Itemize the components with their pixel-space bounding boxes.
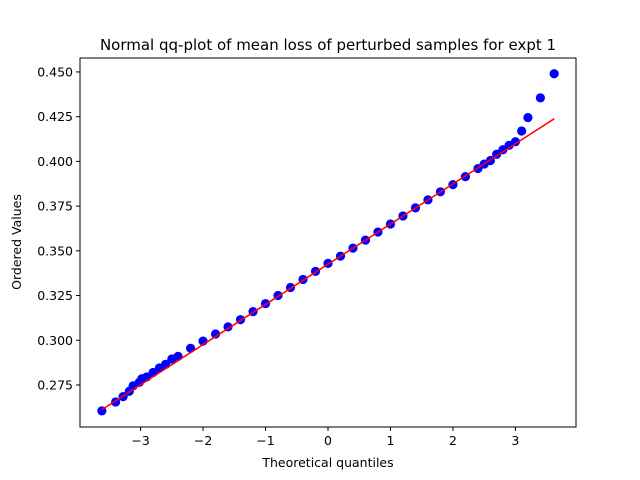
y-axis: 0.275 0.300 0.325 0.350 0.375 0.400 0.425 0.450 <box>37 64 80 392</box>
y-tick-label: 0.450 <box>37 64 73 79</box>
data-point <box>210 329 221 339</box>
x-tick-label: 1 <box>386 433 394 448</box>
data-point <box>549 69 559 79</box>
data-point <box>523 112 533 123</box>
y-axis-label: Ordered Values <box>9 194 24 290</box>
y-tick-label: 0.325 <box>37 288 73 303</box>
y-tick-label: 0.275 <box>37 377 73 392</box>
y-tick-label: 0.300 <box>37 333 73 348</box>
y-tick-label: 0.350 <box>37 243 73 258</box>
x-tick-label: 2 <box>449 433 457 448</box>
x-tick-label: −1 <box>256 433 274 448</box>
y-tick-label: 0.375 <box>37 199 73 214</box>
x-tick-label: −3 <box>131 433 149 448</box>
x-tick-label: 3 <box>511 433 519 448</box>
plot-area <box>97 69 559 416</box>
y-tick-label: 0.425 <box>37 109 73 124</box>
chart-title: Normal qq-plot of mean loss of perturbed… <box>100 36 556 54</box>
data-point <box>510 137 521 147</box>
x-tick-label: −2 <box>194 433 212 448</box>
data-point <box>173 351 183 361</box>
x-axis: −3 −2 −1 0 1 2 3 <box>131 427 519 448</box>
y-tick-label: 0.400 <box>37 154 73 169</box>
data-point <box>185 343 196 353</box>
data-point <box>535 93 545 103</box>
fit-line <box>101 118 555 411</box>
data-point <box>517 126 527 136</box>
x-axis-label: Theoretical quantiles <box>261 455 393 470</box>
x-tick-label: 0 <box>324 433 332 448</box>
